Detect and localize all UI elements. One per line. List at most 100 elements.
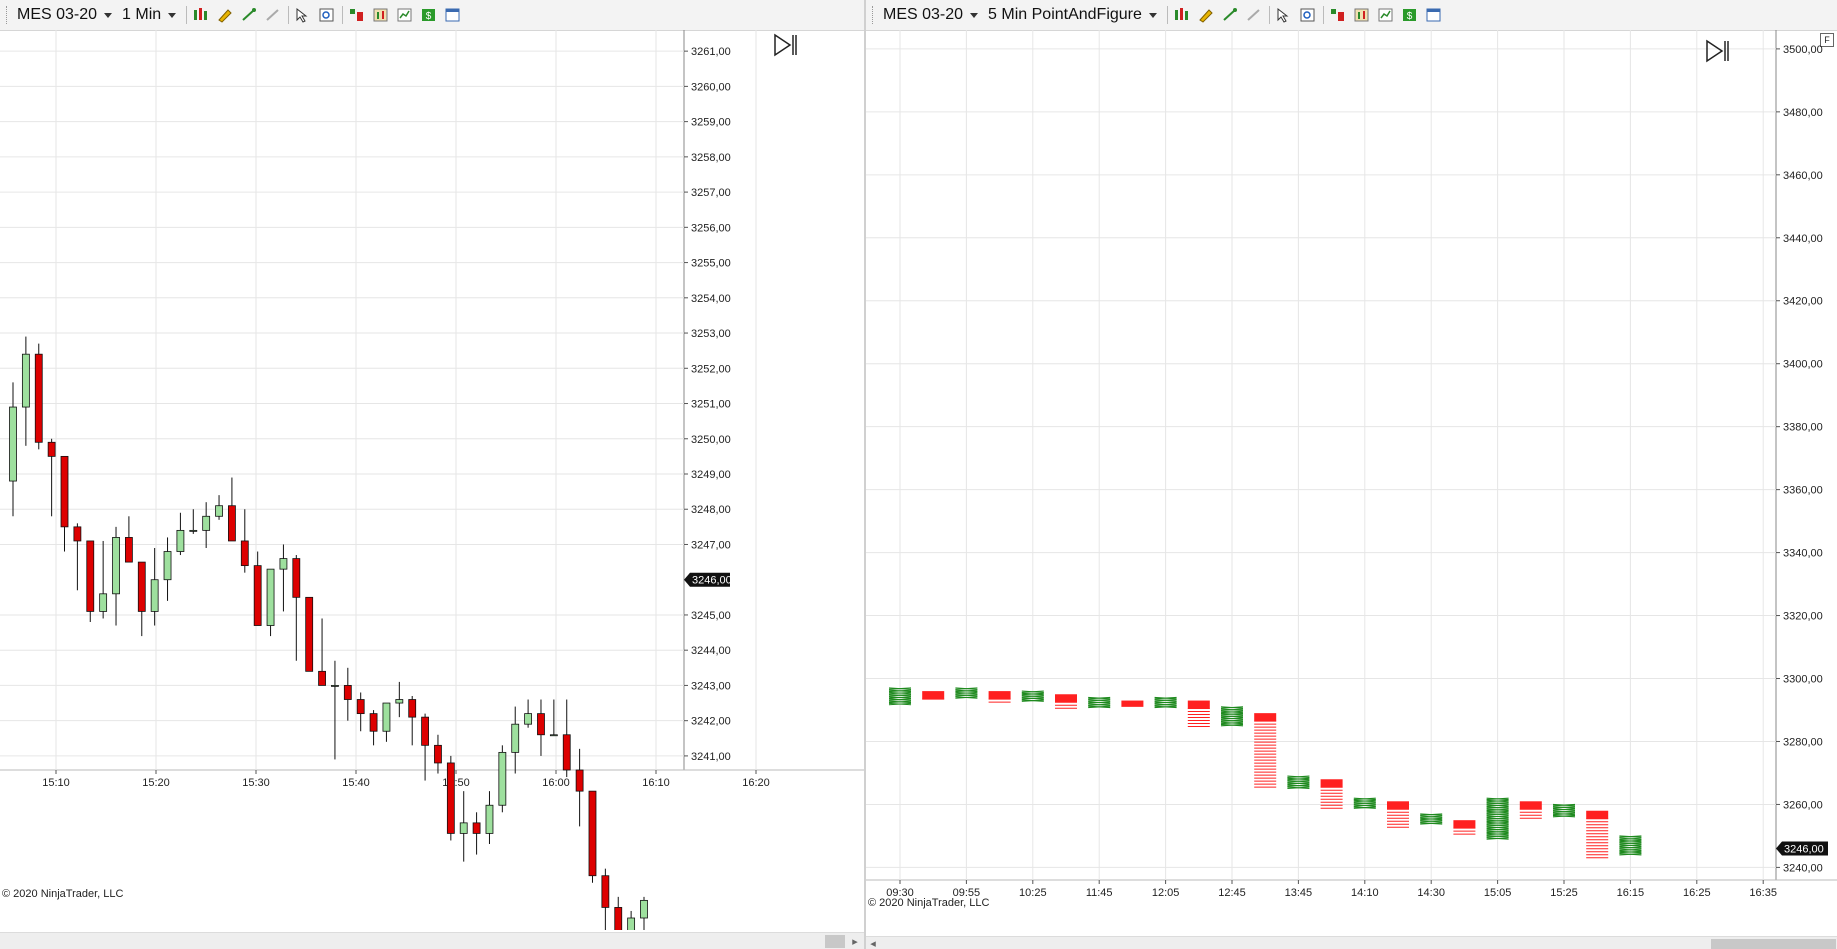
go-to-end-icon[interactable]: [772, 32, 798, 64]
candle-up: [9, 406, 17, 482]
y-tick-label: 3260,00: [691, 81, 731, 93]
y-tick-label: 3380,00: [1783, 422, 1823, 434]
pf-box: [1088, 703, 1111, 706]
pf-column-x: [888, 687, 912, 706]
pf-box: [955, 691, 978, 695]
candle-down: [343, 685, 352, 700]
candle-down: [434, 744, 442, 764]
scroll-left-icon[interactable]: ◂: [870, 938, 876, 949]
pf-box: [1486, 806, 1509, 809]
pf-box: [888, 687, 912, 690]
pf-column-x: [1619, 835, 1642, 856]
x-tick-label: 14:10: [1351, 887, 1379, 899]
pf-box: [888, 689, 912, 693]
pf-box: [1154, 699, 1177, 702]
scrollbar-thumb[interactable]: [1711, 939, 1836, 949]
chart-trader-icon[interactable]: [1377, 6, 1395, 24]
candlestick-chart[interactable]: 3261,00 3260,00 3259,00 3258,00 3257,00 3256,…: [0, 30, 864, 930]
pf-box: [1154, 705, 1177, 709]
instrument-selector[interactable]: MES 03-20: [883, 6, 979, 24]
pf-column-o: [1187, 700, 1210, 728]
f-button[interactable]: F: [1820, 33, 1834, 47]
pf-box: [1021, 697, 1044, 700]
strategies-icon[interactable]: [348, 6, 366, 24]
properties-icon[interactable]: [1425, 6, 1443, 24]
candle-down: [588, 790, 597, 877]
properties-icon[interactable]: [444, 6, 462, 24]
zoom-icon[interactable]: [318, 6, 336, 24]
pf-box: [1619, 850, 1642, 854]
panel-divider[interactable]: [864, 0, 866, 949]
pf-box: [1220, 715, 1244, 718]
pf-box: [1619, 846, 1642, 849]
pf-box: [1486, 808, 1509, 812]
toolbar-separator: [186, 6, 188, 24]
candle-up: [163, 551, 172, 581]
horizontal-scrollbar[interactable]: ◂: [866, 936, 1837, 949]
draw-tool-icon[interactable]: [1221, 6, 1239, 24]
y-tick-label: 3257,00: [691, 187, 731, 199]
go-to-end-icon[interactable]: [1704, 38, 1730, 70]
x-tick-label: 15:50: [442, 777, 470, 789]
candle-up: [112, 537, 120, 595]
toolbar-separator: [1166, 6, 1168, 24]
draw-tool-icon[interactable]: [240, 6, 258, 24]
indicators-icon[interactable]: [372, 6, 390, 24]
left-chart-panel: MES 03-20 1 Min $ 3261,00 3260,00 3259,00 3…: [0, 0, 864, 949]
candle-up: [549, 734, 558, 737]
pf-box: [1552, 812, 1576, 816]
last-price-marker: [684, 572, 730, 587]
period-selector[interactable]: 5 Min PointAndFigure: [988, 6, 1157, 24]
pf-box-head: [1519, 801, 1542, 810]
x-tick-label: 09:30: [886, 887, 914, 899]
chart-trader-icon[interactable]: [396, 6, 414, 24]
y-tick-label: 3500,00: [1783, 44, 1823, 56]
indicators-icon[interactable]: [1353, 6, 1371, 24]
pf-column-o: [1055, 694, 1077, 709]
zoom-icon[interactable]: [1299, 6, 1317, 24]
pf-box: [1486, 799, 1509, 803]
pf-box: [1486, 834, 1509, 838]
candle-down: [575, 769, 584, 792]
y-tick-label: 3244,00: [691, 645, 731, 657]
pf-box: [955, 694, 978, 697]
pf-box: [1088, 705, 1111, 709]
pf-box: [1287, 782, 1310, 785]
point-and-figure-chart[interactable]: 3500,00 3480,00 3460,00 3440,00 3420,00 3400,…: [866, 30, 1837, 930]
scrollbar-thumb[interactable]: [825, 935, 845, 948]
pf-box: [1552, 803, 1576, 807]
pf-box: [888, 702, 912, 706]
draw-pencil-icon[interactable]: [216, 6, 234, 24]
bars-type-icon[interactable]: [1173, 6, 1191, 24]
instrument-selector[interactable]: MES 03-20: [17, 6, 113, 24]
pf-column-x: [1088, 696, 1111, 709]
candle-up: [215, 505, 223, 517]
x-tick-label: 15:20: [142, 777, 170, 789]
draw-pencil-icon[interactable]: [1197, 6, 1215, 24]
toolbar-grip[interactable]: [6, 6, 11, 24]
pointer-icon[interactable]: [1275, 6, 1293, 24]
candle-up: [524, 713, 533, 725]
period-selector[interactable]: 1 Min: [122, 6, 177, 24]
candle-down: [73, 526, 82, 542]
dollar-icon[interactable]: $: [1401, 6, 1419, 24]
candle-up: [99, 593, 108, 612]
pointer-icon[interactable]: [294, 6, 312, 24]
x-tick-label: 16:20: [742, 777, 770, 789]
x-tick-label: 15:05: [1484, 887, 1512, 899]
dollar-icon[interactable]: $: [420, 6, 438, 24]
pf-box: [1486, 817, 1509, 820]
scroll-right-icon[interactable]: ▸: [852, 936, 858, 948]
toolbar-grip[interactable]: [872, 6, 877, 24]
bars-type-icon[interactable]: [192, 6, 210, 24]
horizontal-scrollbar[interactable]: ▸: [0, 932, 864, 949]
pf-box: [1486, 804, 1509, 807]
pf-box: [1552, 808, 1576, 811]
right-chart-panel: MES 03-20 5 Min PointAndFigure $ F 3500,…: [866, 0, 1837, 949]
pf-box: [1154, 696, 1177, 700]
pf-box: [888, 696, 912, 699]
strategies-icon[interactable]: [1329, 6, 1347, 24]
candle-up: [459, 822, 468, 834]
y-tick-label: 3259,00: [691, 117, 731, 129]
pf-box: [1220, 708, 1244, 712]
